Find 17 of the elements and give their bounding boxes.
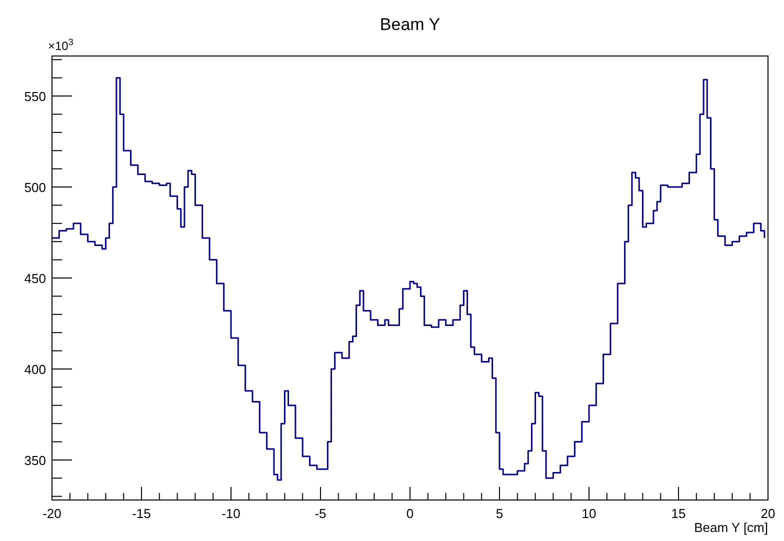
x-tick-label: 20	[760, 506, 776, 521]
x-axis-title: Beam Y [cm]	[694, 520, 768, 535]
x-tick-label: -20	[42, 506, 62, 521]
y-tick-label: 400	[24, 362, 46, 377]
x-tick-label: 0	[406, 506, 414, 521]
chart-title: Beam Y	[380, 15, 440, 34]
x-tick-label: -15	[132, 506, 151, 521]
x-tick-label: -10	[222, 506, 240, 521]
x-tick-label: 15	[671, 506, 686, 521]
x-tick-label: -5	[314, 506, 326, 521]
y-tick-label: 500	[24, 180, 46, 196]
y-tick-label: 450	[24, 271, 46, 286]
y-tick-label: 350	[24, 452, 46, 468]
y-tick-label: 550	[24, 89, 46, 104]
text: ×10$^{3}$	[48, 37, 74, 53]
x-tick-label: 10	[582, 506, 596, 521]
x-tick-label: 5	[496, 506, 504, 521]
